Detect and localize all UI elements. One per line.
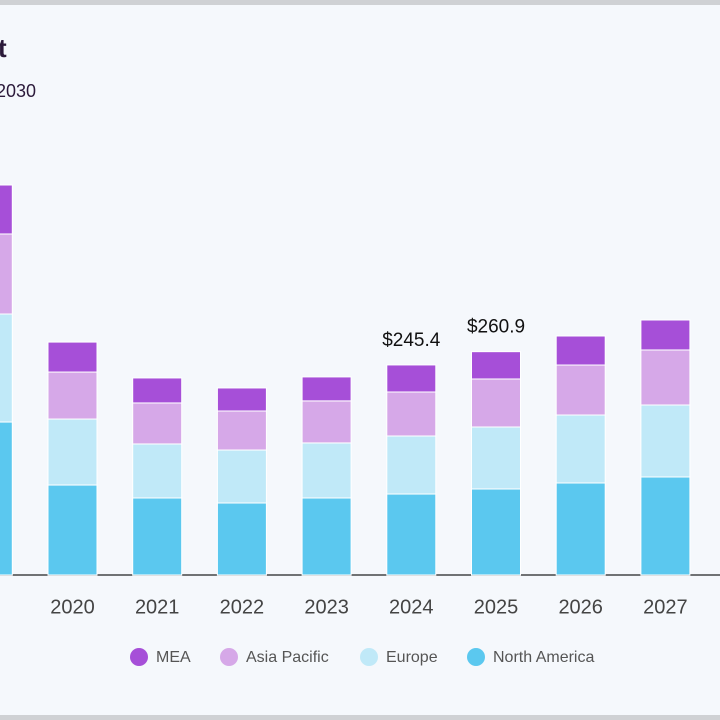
bar-segment (47, 341, 98, 373)
legend-marker (220, 648, 238, 666)
x-tick-label: 2021 (135, 596, 180, 618)
bar-segment (47, 371, 98, 420)
chart-background (0, 5, 720, 715)
bar-segment (386, 493, 437, 576)
bar-segment (0, 313, 13, 423)
bar-segment (132, 443, 183, 499)
x-tick-label: 2020 (50, 596, 95, 618)
bar-segment (301, 442, 352, 499)
bar-segment (132, 402, 183, 445)
legend-marker (360, 648, 378, 666)
x-tick-label: 2026 (558, 596, 603, 618)
bar-segment (0, 233, 13, 315)
legend-label: Europe (386, 649, 438, 666)
bar-segment (386, 364, 437, 393)
chart-title: t (0, 33, 7, 63)
bar-segment (555, 414, 606, 484)
bar-segment (301, 400, 352, 444)
bar-segment (471, 351, 521, 380)
bar-segment (386, 435, 437, 495)
bar-segment (555, 364, 606, 416)
x-tick-label: 2022 (220, 596, 265, 618)
bar-segment (301, 497, 352, 576)
bar-segment (555, 335, 606, 366)
bar-segment (471, 488, 521, 576)
bar-segment (216, 502, 267, 576)
bar-segment (216, 387, 267, 412)
bar-segment (640, 319, 691, 351)
bar-segment (132, 497, 183, 576)
bar-segment (386, 391, 437, 437)
bar-segment (640, 476, 691, 576)
legend-marker (130, 648, 148, 666)
x-tick-label: 2023 (304, 596, 349, 618)
bar-segment (216, 449, 267, 504)
bar-segment (0, 184, 13, 235)
bar-segment (132, 377, 183, 404)
bar-segment (216, 410, 267, 451)
bar-segment (640, 349, 691, 406)
total-label: $260.9 (467, 317, 525, 338)
legend-label: North America (493, 649, 594, 666)
x-tick-label: 2027 (643, 596, 688, 618)
legend-label: MEA (156, 649, 191, 666)
bar-segment (47, 418, 98, 486)
bar-segment (471, 426, 521, 490)
x-tick-label: 2025 (474, 596, 519, 618)
x-tick-label: 2024 (389, 596, 434, 618)
bar-segment (301, 376, 352, 402)
bar-segment (0, 421, 13, 576)
bar-segment (47, 484, 98, 576)
bar-segment (471, 378, 521, 428)
legend-marker (467, 648, 485, 666)
bar-segment (640, 404, 691, 478)
legend-label: Asia Pacific (246, 649, 329, 666)
chart-subtitle: 2030 (0, 81, 36, 101)
bar-segment (555, 482, 606, 576)
total-label: $245.4 (382, 330, 441, 351)
